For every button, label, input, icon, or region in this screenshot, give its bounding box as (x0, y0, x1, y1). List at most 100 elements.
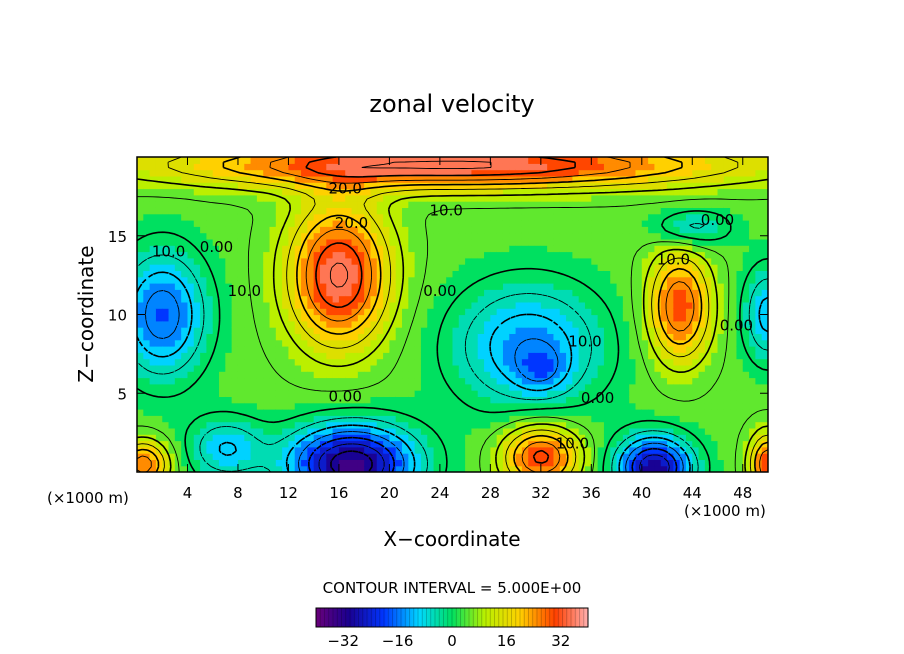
heat-cell (187, 201, 195, 208)
heat-cell (730, 232, 738, 240)
heat-cell (332, 409, 340, 416)
heat-cell (679, 314, 687, 322)
heat-cell (452, 371, 460, 379)
heat-cell (616, 402, 624, 410)
heat-cell (376, 459, 384, 467)
heat-cell (219, 220, 226, 227)
heat-cell (294, 446, 302, 454)
heat-cell (585, 421, 592, 429)
heat-cell (553, 434, 561, 442)
heat-cell (446, 169, 454, 177)
heat-cell (168, 207, 176, 215)
heat-cell (288, 251, 296, 259)
heat-cell (723, 440, 731, 448)
heat-cell (591, 169, 599, 177)
heat-cell (566, 308, 573, 316)
heat-cell (370, 163, 378, 171)
heat-cell (749, 377, 756, 385)
heat-cell (685, 396, 693, 404)
heat-cell (275, 339, 283, 347)
heat-cell (597, 301, 605, 309)
heat-cell (521, 175, 529, 183)
heat-cell (547, 232, 555, 240)
heat-cell (351, 465, 359, 472)
heat-cell (578, 352, 586, 360)
heat-cell (685, 238, 693, 246)
heat-cell (484, 226, 491, 234)
heat-cell (755, 320, 763, 328)
heat-cell (244, 446, 252, 454)
heat-cell (629, 446, 637, 454)
heat-cell (566, 163, 573, 171)
heat-cell (667, 346, 674, 353)
heat-cell (294, 251, 302, 259)
heat-cell (692, 409, 700, 416)
heat-cell (345, 383, 353, 391)
heat-cell (572, 238, 580, 246)
heat-cell (679, 163, 687, 171)
heat-cell (313, 301, 321, 309)
heat-cell (679, 415, 687, 423)
heat-cell (282, 201, 290, 208)
heat-cell (667, 245, 674, 253)
heat-cell (723, 201, 731, 208)
heat-cell (521, 364, 529, 372)
heat-cell (174, 434, 182, 442)
heat-cell (263, 251, 271, 259)
heat-cell (414, 201, 422, 208)
heat-cell (452, 402, 460, 410)
heat-cell (749, 427, 756, 435)
heat-cell (137, 427, 144, 435)
heat-cell (685, 188, 693, 196)
heat-cell (389, 308, 397, 316)
heat-cell (477, 352, 485, 360)
heat-cell (319, 377, 327, 385)
heat-cell (326, 320, 334, 328)
heat-cell (629, 402, 637, 410)
heat-cell (231, 201, 239, 208)
heat-cell (616, 232, 624, 240)
heat-cell (338, 377, 346, 385)
heat-cell (496, 157, 504, 164)
heat-cell (370, 289, 378, 297)
heat-cell (578, 257, 586, 265)
heat-cell (420, 188, 428, 196)
heat-cell (471, 270, 479, 278)
heat-cell (622, 314, 630, 322)
heat-cell (521, 301, 529, 309)
heat-cell (326, 201, 334, 208)
heat-cell (667, 201, 674, 208)
heat-cell (578, 371, 586, 379)
heat-cell (357, 440, 365, 448)
heat-cell (610, 232, 618, 240)
heat-cell (269, 169, 277, 177)
heat-cell (143, 333, 151, 341)
heat-cell (256, 238, 264, 246)
heat-cell (275, 238, 283, 246)
heat-cell (578, 220, 586, 227)
heat-cell (269, 251, 277, 259)
heat-cell (610, 352, 618, 360)
heat-cell (673, 251, 681, 259)
heat-cell (711, 283, 719, 290)
heat-cell (502, 264, 510, 271)
heat-cell (149, 264, 157, 271)
heat-cell (206, 251, 214, 259)
heat-cell (256, 308, 264, 316)
heat-cell (389, 175, 397, 183)
heat-cell (212, 169, 220, 177)
heat-cell (553, 270, 561, 278)
heat-cell (219, 409, 226, 416)
heat-cell (648, 465, 656, 472)
heat-cell (553, 402, 561, 410)
heat-cell (749, 175, 756, 183)
heat-cell (648, 415, 656, 423)
heat-cell (294, 201, 302, 208)
heat-cell (219, 213, 226, 221)
heat-cell (654, 194, 662, 202)
heat-cell (509, 358, 517, 366)
heat-cell (585, 157, 592, 164)
heat-cell (326, 314, 334, 322)
heat-cell (383, 276, 390, 284)
heat-cell (338, 295, 346, 303)
